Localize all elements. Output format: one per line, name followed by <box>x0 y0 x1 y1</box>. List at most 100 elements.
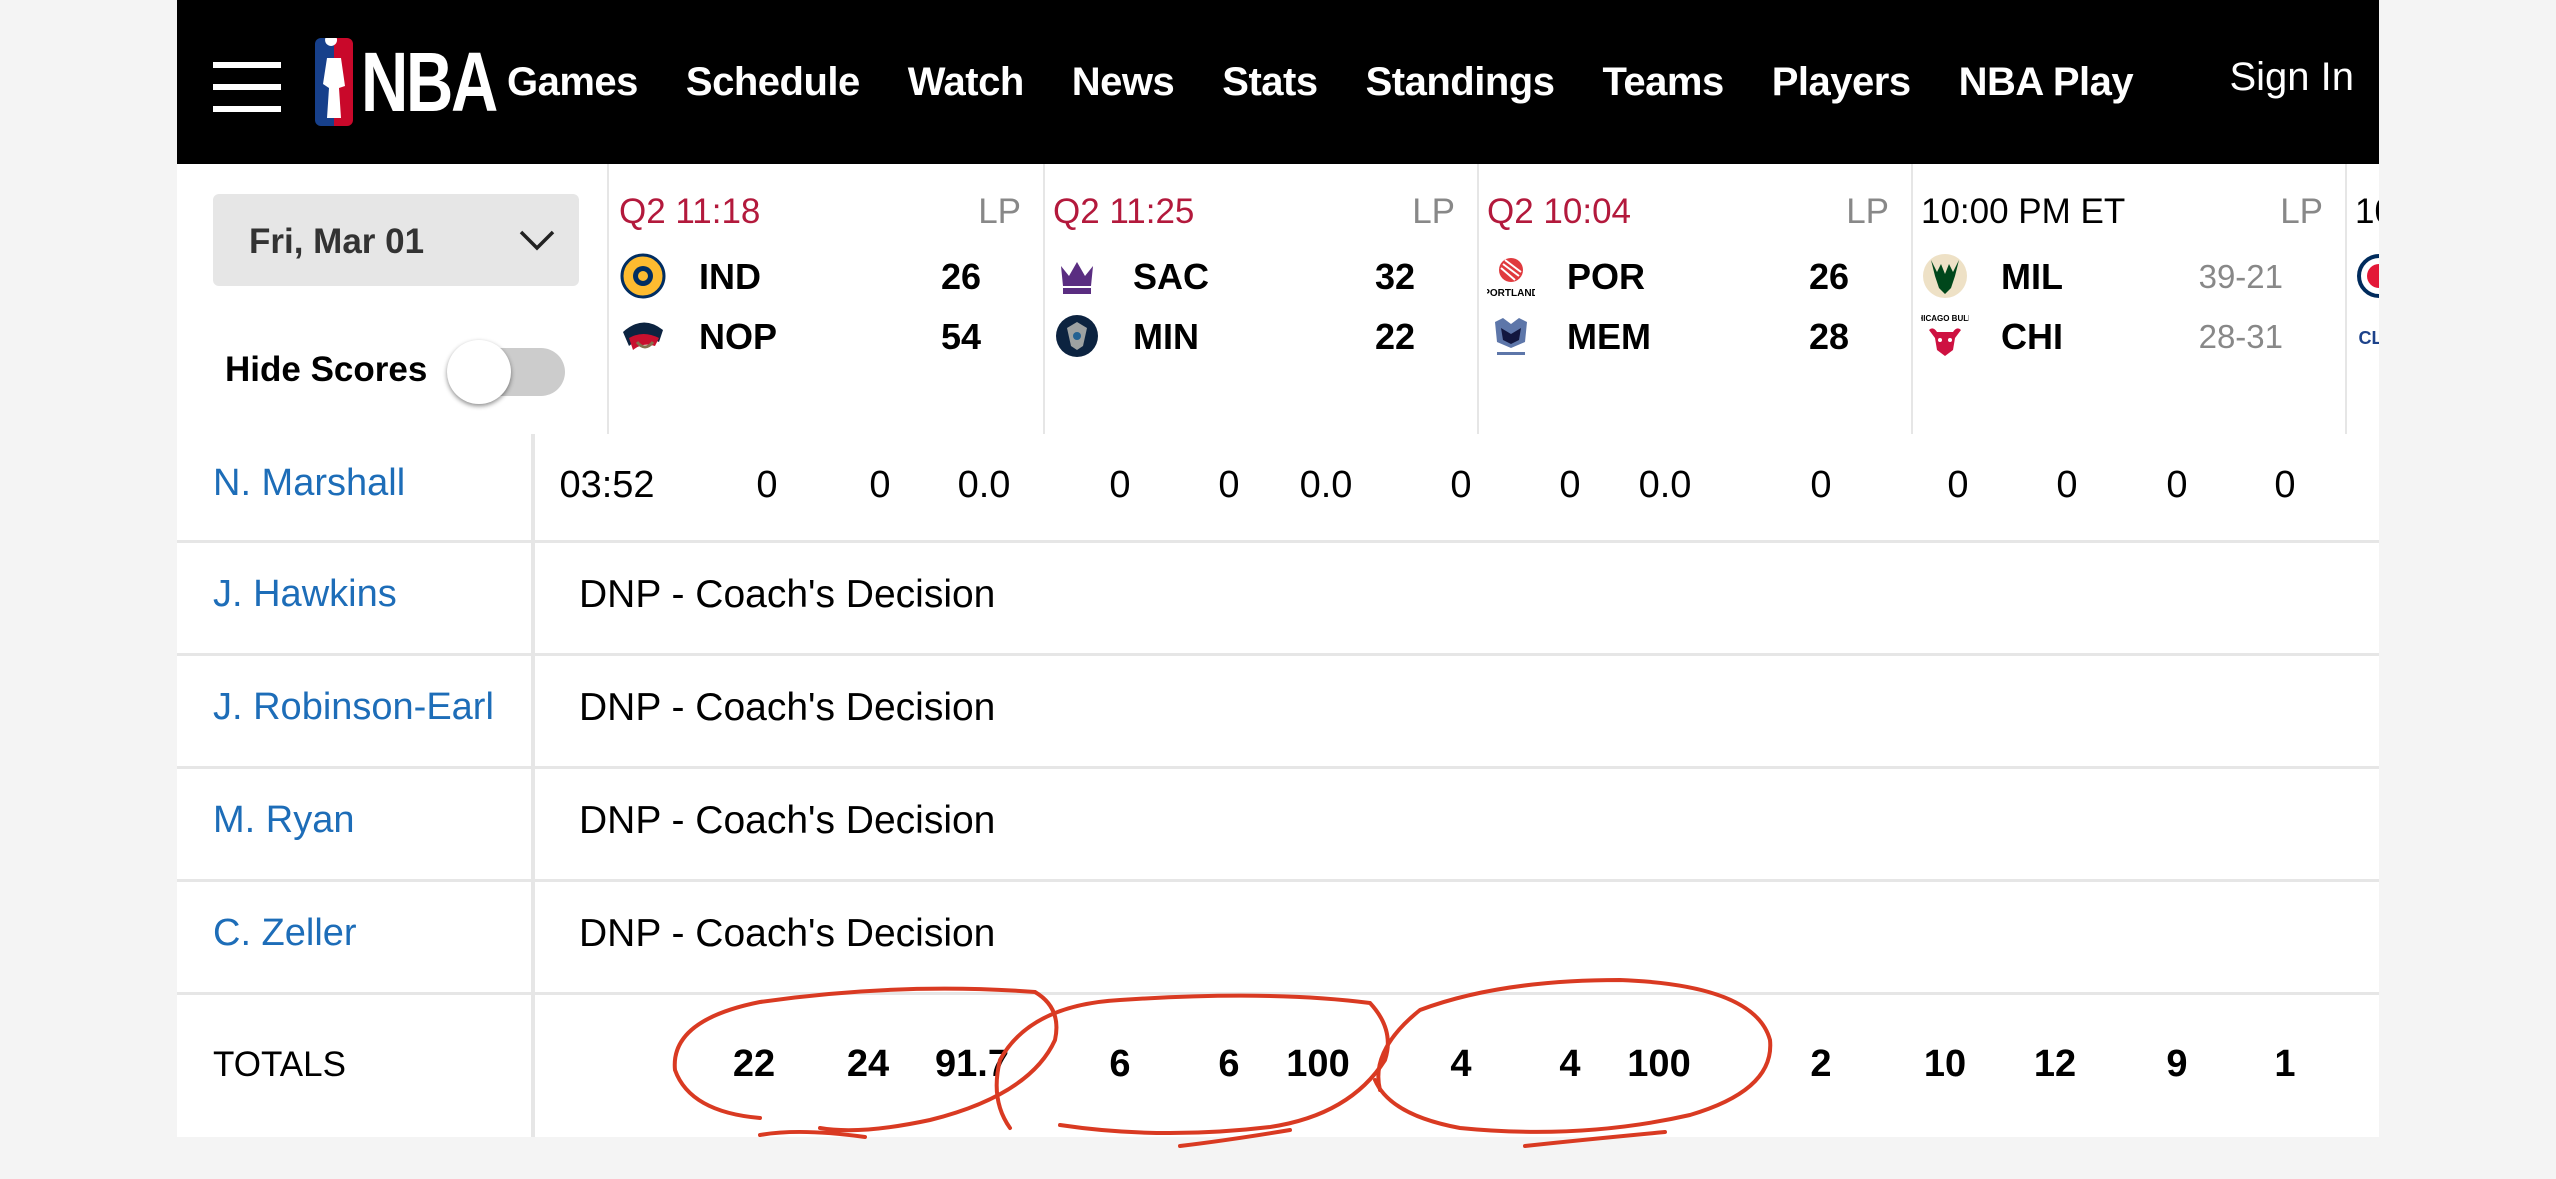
strip-divider <box>607 164 609 434</box>
player-name-link[interactable]: M. Ryan <box>213 799 355 841</box>
game-card[interactable]: Q2 11:18 LP IND 26 NOP 54 <box>609 164 1045 434</box>
totals-stat-cell: 6 <box>1109 1043 1131 1085</box>
totals-stat-cell: 24 <box>846 1043 890 1085</box>
stat-cell: 0.0 <box>957 464 1011 506</box>
totals-stat-cell: 100 <box>1286 1043 1350 1085</box>
column-divider <box>531 882 535 992</box>
team-abbr: MEM <box>1567 316 1651 357</box>
totals-stat-cell: 100 <box>1627 1043 1691 1085</box>
table-row: N. Marshall 03:52 0 0 0.0 0 0 0.0 0 0 0.… <box>177 434 2379 543</box>
stat-cell: 0 <box>1559 464 1581 506</box>
team-abbr: POR <box>1567 256 1646 297</box>
team-abbr: SAC <box>1133 256 1210 297</box>
date-selector-value: Fri, Mar 01 <box>249 222 425 261</box>
away-team: IND 26 <box>619 246 1019 306</box>
nav-link-news[interactable]: News <box>1071 59 1175 104</box>
home-team: CHICAGO BULLS CHI 28-31 <box>1921 306 2321 366</box>
menu-icon[interactable] <box>213 62 281 112</box>
away-team: PORTLAND POR 26 <box>1487 246 1887 306</box>
away-team: SAC 32 <box>1053 246 1453 306</box>
game-status: Q2 11:25 <box>1053 192 1195 231</box>
game-card[interactable]: Q2 11:25 LP SAC 32 MIN 22 <box>1043 164 1479 434</box>
pelicans-logo-icon <box>623 322 663 350</box>
game-status: 10 <box>2355 192 2379 231</box>
team-abbr: NOP <box>699 316 778 357</box>
totals-label: TOTALS <box>213 1045 346 1084</box>
team-record: 28-31 <box>2198 318 2283 355</box>
nav-link-teams[interactable]: Teams <box>1602 59 1724 104</box>
date-selector[interactable]: Fri, Mar 01 <box>213 194 579 286</box>
kings-logo-icon <box>1061 262 1093 294</box>
hide-scores-label: Hide Scores <box>225 350 428 389</box>
player-name-link[interactable]: J. Robinson-Earl <box>213 686 494 728</box>
grizzlies-logo-icon <box>1495 318 1527 355</box>
totals-row: TOTALS 22 24 91.7 6 6 100 4 4 100 2 10 1… <box>177 995 2379 1137</box>
player-name-link[interactable]: J. Hawkins <box>213 573 397 615</box>
nav-link-players[interactable]: Players <box>1771 59 1911 104</box>
column-divider <box>531 995 535 1137</box>
game-tag: LP <box>1412 192 1455 231</box>
nba-logo-text: NBA <box>361 35 498 129</box>
totals-stat-cell: 1 <box>2274 1043 2296 1085</box>
totals-stat-cell: 2 <box>1810 1043 1832 1085</box>
timberwolves-logo-icon <box>1056 315 1098 357</box>
stat-cell: 0 <box>1810 464 1832 506</box>
away-team <box>2355 246 2379 306</box>
team-score: 26 <box>940 256 981 297</box>
game-tag: LP <box>1846 192 1889 231</box>
stat-cell: 0 <box>2166 464 2188 506</box>
hide-scores-toggle[interactable] <box>447 340 567 404</box>
nav-link-standings[interactable]: Standings <box>1365 59 1555 104</box>
game-card[interactable]: 10 CLIP <box>2345 164 2379 434</box>
nav-links: Games Schedule Watch News Stats Standing… <box>507 0 2181 164</box>
player-name-link[interactable]: C. Zeller <box>213 912 357 954</box>
table-row: M. Ryan DNP - Coach's Decision <box>177 769 2379 882</box>
nav-link-stats[interactable]: Stats <box>1222 59 1318 104</box>
stat-cell: 0 <box>2274 464 2296 506</box>
home-team: CLIP <box>2355 306 2379 366</box>
away-team: MIL 39-21 <box>1921 246 2321 306</box>
table-row: J. Robinson-Earl DNP - Coach's Decision <box>177 656 2379 769</box>
scoreboard-strip: Fri, Mar 01 Hide Scores Q2 11:18 LP IND … <box>177 164 2379 436</box>
team-score: 54 <box>940 316 981 357</box>
app-window: NBA Games Schedule Watch News Stats Stan… <box>177 0 2379 1137</box>
stat-cell: 0 <box>1218 464 1240 506</box>
wizards-logo-icon <box>2357 254 2379 298</box>
team-score: 26 <box>1808 256 1849 297</box>
game-card[interactable]: 10:00 PM ET LP MIL 39-21 CHICAGO BULLS C… <box>1911 164 2347 434</box>
stat-cell: 0 <box>1450 464 1472 506</box>
column-divider <box>531 769 535 879</box>
player-name-link[interactable]: N. Marshall <box>213 462 406 504</box>
totals-stat-cell: 91.7 <box>935 1043 1009 1085</box>
totals-stat-cell: 22 <box>732 1043 776 1085</box>
column-divider <box>531 656 535 766</box>
clippers-logo-text: CLIP <box>2358 328 2379 348</box>
trail-blazers-logo-icon: PORTLAND <box>1487 258 1535 299</box>
trail-blazers-logo-text: PORTLAND <box>1487 288 1535 299</box>
sign-in-link[interactable]: Sign In <box>2229 55 2354 99</box>
team-score: 28 <box>1808 316 1849 357</box>
toggle-knob <box>447 340 511 404</box>
stat-cell: 0 <box>2056 464 2078 506</box>
nav-link-watch[interactable]: Watch <box>907 59 1025 104</box>
dnp-status: DNP - Coach's Decision <box>579 686 996 729</box>
stat-cell: 0.0 <box>1638 464 1692 506</box>
nav-link-schedule[interactable]: Schedule <box>685 59 860 104</box>
table-row: J. Hawkins DNP - Coach's Decision <box>177 543 2379 656</box>
stat-cell: 0 <box>869 464 891 506</box>
totals-stat-cell: 9 <box>2166 1043 2188 1085</box>
nba-logo[interactable]: NBA <box>315 38 534 126</box>
nba-logo-icon <box>315 38 353 126</box>
stat-cell: 0 <box>1109 464 1131 506</box>
home-team: MIN 22 <box>1053 306 1453 366</box>
nav-link-nba-play[interactable]: NBA Play <box>1958 59 2134 104</box>
dnp-status: DNP - Coach's Decision <box>579 799 996 842</box>
stat-cell: 0.0 <box>1299 464 1353 506</box>
totals-stat-cell: 10 <box>1923 1043 1967 1085</box>
bulls-logo-icon: CHICAGO BULLS <box>1921 314 1969 356</box>
home-team: NOP 54 <box>619 306 1019 366</box>
nav-link-games[interactable]: Games <box>507 59 638 104</box>
game-status: 10:00 PM ET <box>1921 192 2126 231</box>
game-card[interactable]: Q2 10:04 LP PORTLAND POR 26 MEM 28 <box>1477 164 1913 434</box>
game-status: Q2 11:18 <box>619 192 761 231</box>
